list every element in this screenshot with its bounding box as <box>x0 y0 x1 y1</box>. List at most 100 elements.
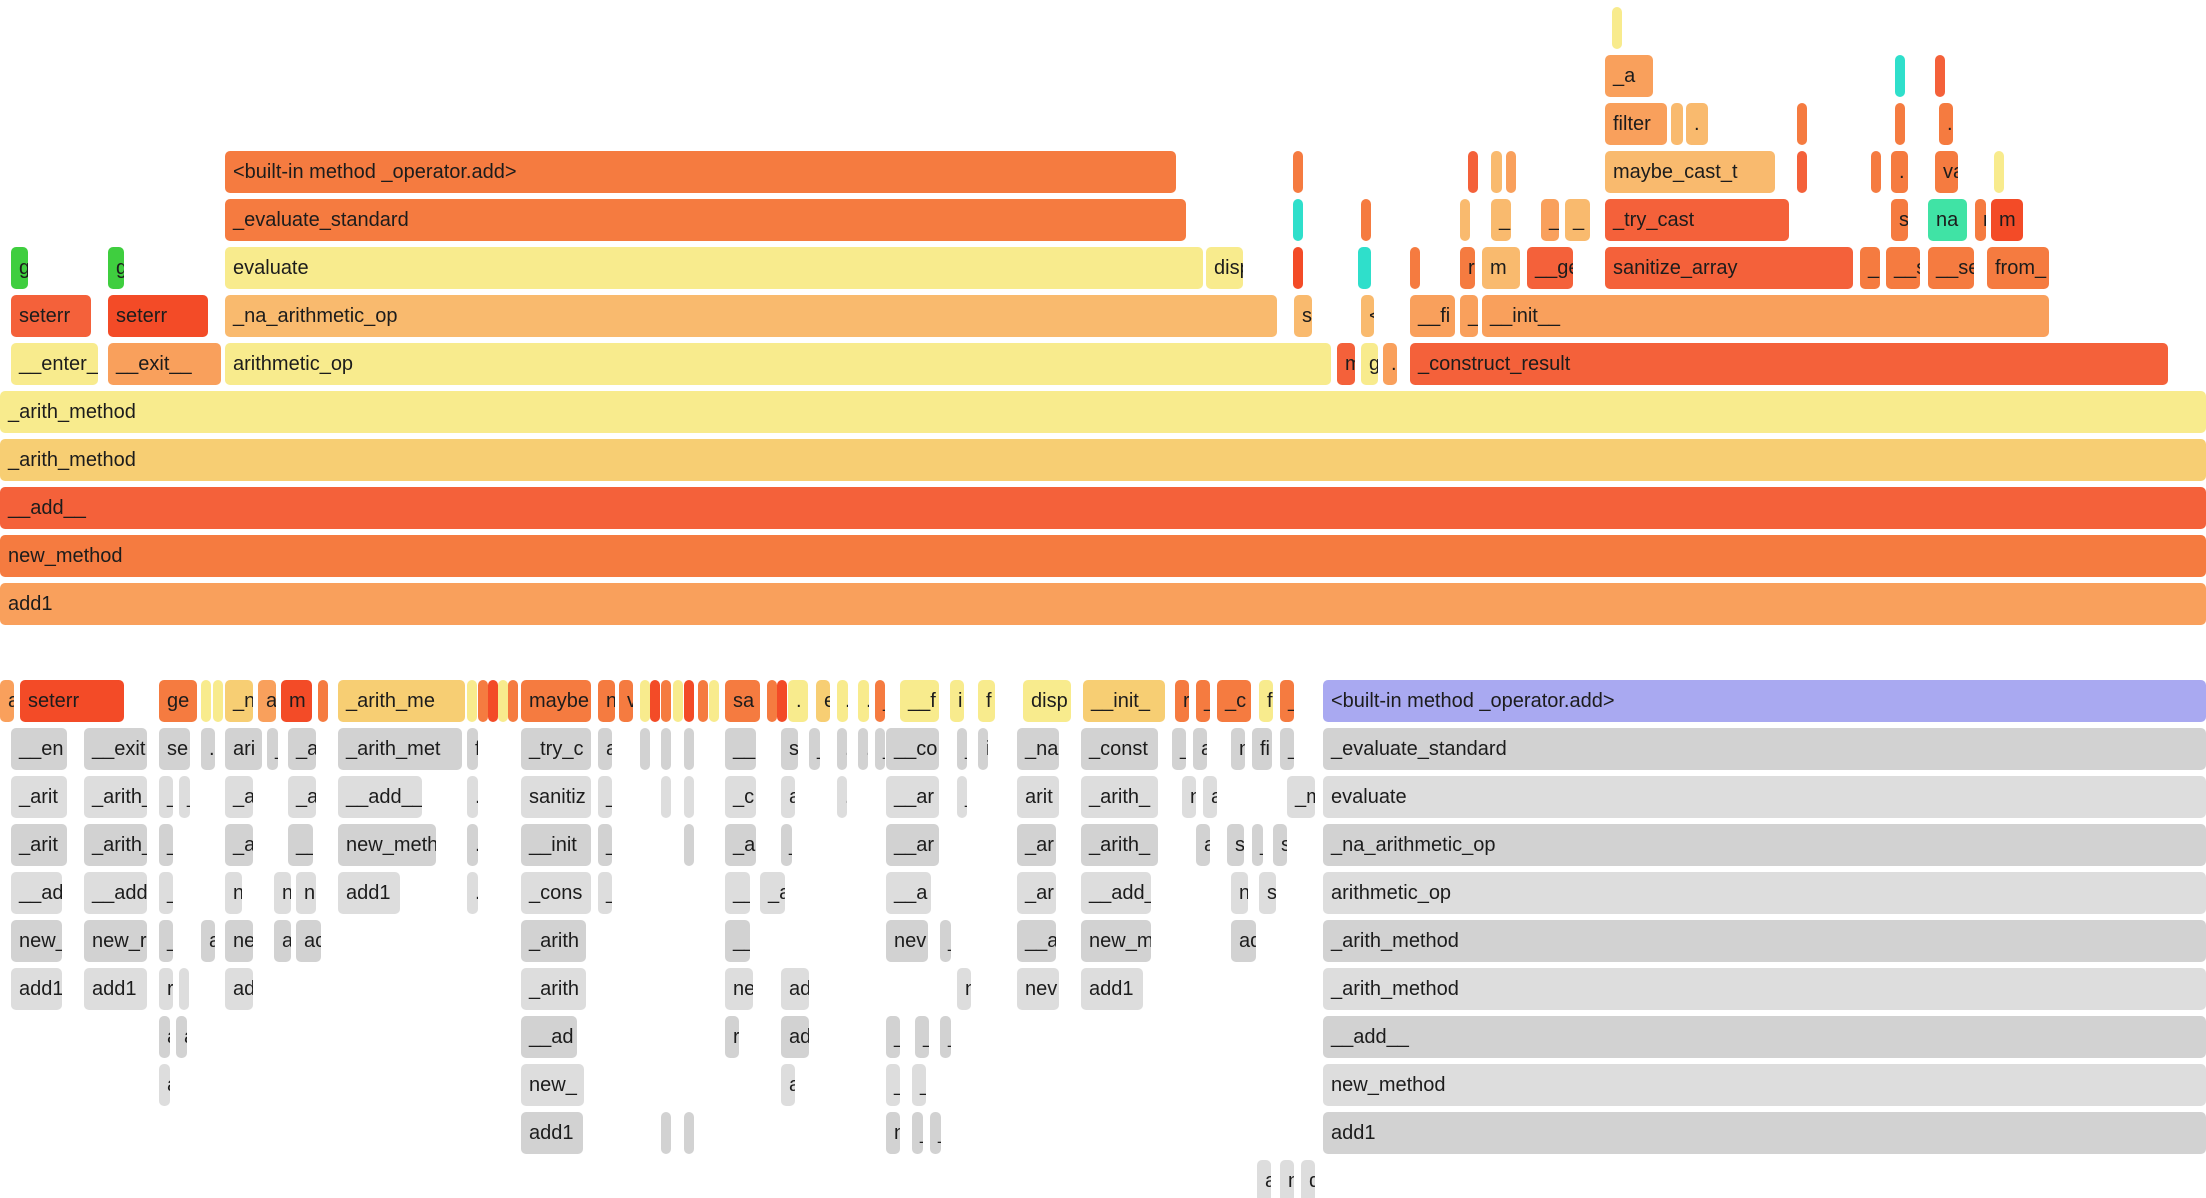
frame-arith-method[interactable]: _arith_method <box>1323 920 2206 962</box>
frame-f[interactable]: f <box>467 728 478 770</box>
frame-s[interactable]: s <box>1259 872 1276 914</box>
frame-n[interactable]: n <box>1231 872 1248 914</box>
frame-sliver[interactable] <box>1871 151 1881 193</box>
frame-new[interactable]: new_ <box>11 920 62 962</box>
frame-a[interactable]: _a <box>725 824 756 866</box>
frame-sliver[interactable]: _ <box>940 920 951 962</box>
frame-sliver[interactable] <box>1468 151 1478 193</box>
frame-sliver[interactable]: . <box>201 728 215 770</box>
frame-sliver[interactable] <box>1293 151 1303 193</box>
frame-sliver[interactable] <box>1994 151 2004 193</box>
frame-arith-met[interactable]: _arith_met <box>338 728 462 770</box>
frame-ar[interactable]: __ar <box>886 776 939 818</box>
frame-sliver[interactable]: _ <box>875 728 885 770</box>
frame-sliver[interactable]: __ <box>725 872 750 914</box>
frame-sliver[interactable]: _ <box>159 824 173 866</box>
frame-sliver[interactable]: . <box>858 728 868 770</box>
frame-add[interactable]: __add_ <box>84 872 147 914</box>
frame-ad[interactable]: ad <box>781 968 809 1010</box>
frame-sliver[interactable]: _ <box>912 1064 926 1106</box>
frame-sliver[interactable]: _ <box>930 1112 941 1154</box>
frame-n[interactable]: n <box>225 872 242 914</box>
frame-sliver[interactable]: . <box>1939 103 1953 145</box>
frame-s[interactable]: s <box>781 728 798 770</box>
frame-en[interactable]: __en <box>11 728 67 770</box>
frame-ar[interactable]: _ar <box>1017 824 1056 866</box>
frame-disp[interactable]: disp <box>1206 247 1243 289</box>
frame-a[interactable]: a <box>176 1016 187 1058</box>
frame-sliver[interactable]: _ <box>886 1064 900 1106</box>
frame-sliver[interactable]: _ <box>159 872 173 914</box>
frame-arith[interactable]: _arith_ <box>84 776 147 818</box>
frame-built-in-method-operator-add[interactable]: <built-in method _operator.add> <box>225 151 1176 193</box>
frame-sliver[interactable] <box>1612 7 1622 49</box>
frame-new[interactable]: new_ <box>521 1064 584 1106</box>
frame-sliver[interactable]: _ <box>912 1112 923 1154</box>
frame-sliver[interactable] <box>1506 151 1516 193</box>
frame-n[interactable]: n <box>1280 1160 1294 1198</box>
frame-d[interactable]: d <box>1301 1160 1315 1198</box>
frame-sliver[interactable]: _ <box>1460 295 1478 337</box>
frame-g[interactable]: g <box>108 247 124 289</box>
frame-sliver[interactable] <box>498 680 508 722</box>
frame-new-method[interactable]: new_method <box>0 535 2206 577</box>
frame-new-method[interactable]: new_method <box>1323 1064 2206 1106</box>
frame-arith[interactable]: _arith <box>521 920 586 962</box>
frame-sliver[interactable] <box>1491 151 1502 193</box>
frame-sliver[interactable]: _ <box>1252 824 1263 866</box>
frame-ad[interactable]: ad <box>781 1016 809 1058</box>
frame-ac[interactable]: ac <box>296 920 321 962</box>
frame-sa[interactable]: sa <box>725 680 760 722</box>
frame-n[interactable]: n <box>296 872 316 914</box>
frame-sliver[interactable] <box>1293 247 1303 289</box>
frame-s[interactable]: s <box>1227 824 1244 866</box>
frame-add1[interactable]: add1 <box>0 583 2206 625</box>
frame-sliver[interactable]: _ <box>598 872 612 914</box>
frame-sliver[interactable]: _ <box>598 776 612 818</box>
frame-sliver[interactable] <box>1358 247 1371 289</box>
frame-sliver[interactable]: __ <box>725 920 750 962</box>
frame-a[interactable]: a <box>159 1064 170 1106</box>
frame-cons[interactable]: _cons <box>521 872 591 914</box>
frame-seterr[interactable]: seterr <box>20 680 124 722</box>
frame-sliver[interactable] <box>661 728 671 770</box>
frame-sliver[interactable]: . <box>858 680 869 722</box>
frame-sliver[interactable]: _ <box>875 680 885 722</box>
frame-new-r[interactable]: new_r <box>84 920 147 962</box>
frame-c[interactable]: _c <box>1217 680 1251 722</box>
frame-init[interactable]: __init <box>521 824 591 866</box>
frame-sliver[interactable] <box>698 680 708 722</box>
frame-sliver[interactable]: _ <box>159 920 173 962</box>
frame-sliver[interactable]: . <box>788 680 808 722</box>
frame-sliver[interactable]: . <box>467 824 478 866</box>
frame-sliver[interactable] <box>1293 199 1303 241</box>
frame-e[interactable]: e <box>816 680 830 722</box>
frame-new-m[interactable]: new_m <box>1081 920 1151 962</box>
frame-try-cast[interactable]: _try_cast <box>1605 199 1789 241</box>
frame-add1[interactable]: add1 <box>84 968 147 1010</box>
frame-sliver[interactable]: . <box>1686 103 1708 145</box>
frame-r[interactable]: r <box>1175 680 1189 722</box>
frame-sliver[interactable] <box>1797 151 1807 193</box>
frame-sliver[interactable]: _ <box>1172 728 1186 770</box>
frame-n[interactable]: n <box>886 1112 900 1154</box>
frame-v[interactable]: v <box>619 680 633 722</box>
frame-sliver[interactable] <box>1671 103 1683 145</box>
frame-built-in-method-operator-add[interactable]: <built-in method _operator.add> <box>1323 680 2206 722</box>
frame-maybe-cast-t[interactable]: maybe_cast_t <box>1605 151 1775 193</box>
frame-m[interactable]: m <box>281 680 312 722</box>
frame-na-arithmetic-op[interactable]: _na_arithmetic_op <box>1323 824 2206 866</box>
frame-sliver[interactable]: _ <box>1280 728 1294 770</box>
frame-c[interactable]: _c <box>725 776 756 818</box>
frame-sliver[interactable] <box>661 680 671 722</box>
frame-a[interactable]: _a <box>760 872 785 914</box>
frame-s[interactable]: s <box>1294 295 1312 337</box>
frame-va[interactable]: va <box>1935 151 1958 193</box>
frame-sliver[interactable]: _ <box>179 776 190 818</box>
frame-ar[interactable]: __ar <box>886 824 939 866</box>
frame-arith[interactable]: _arith_ <box>84 824 147 866</box>
frame-filter[interactable]: filter <box>1605 103 1667 145</box>
frame-sliver[interactable]: _ <box>886 1016 900 1058</box>
frame-s[interactable]: __s <box>1886 247 1920 289</box>
frame-disp[interactable]: disp <box>1023 680 1071 722</box>
